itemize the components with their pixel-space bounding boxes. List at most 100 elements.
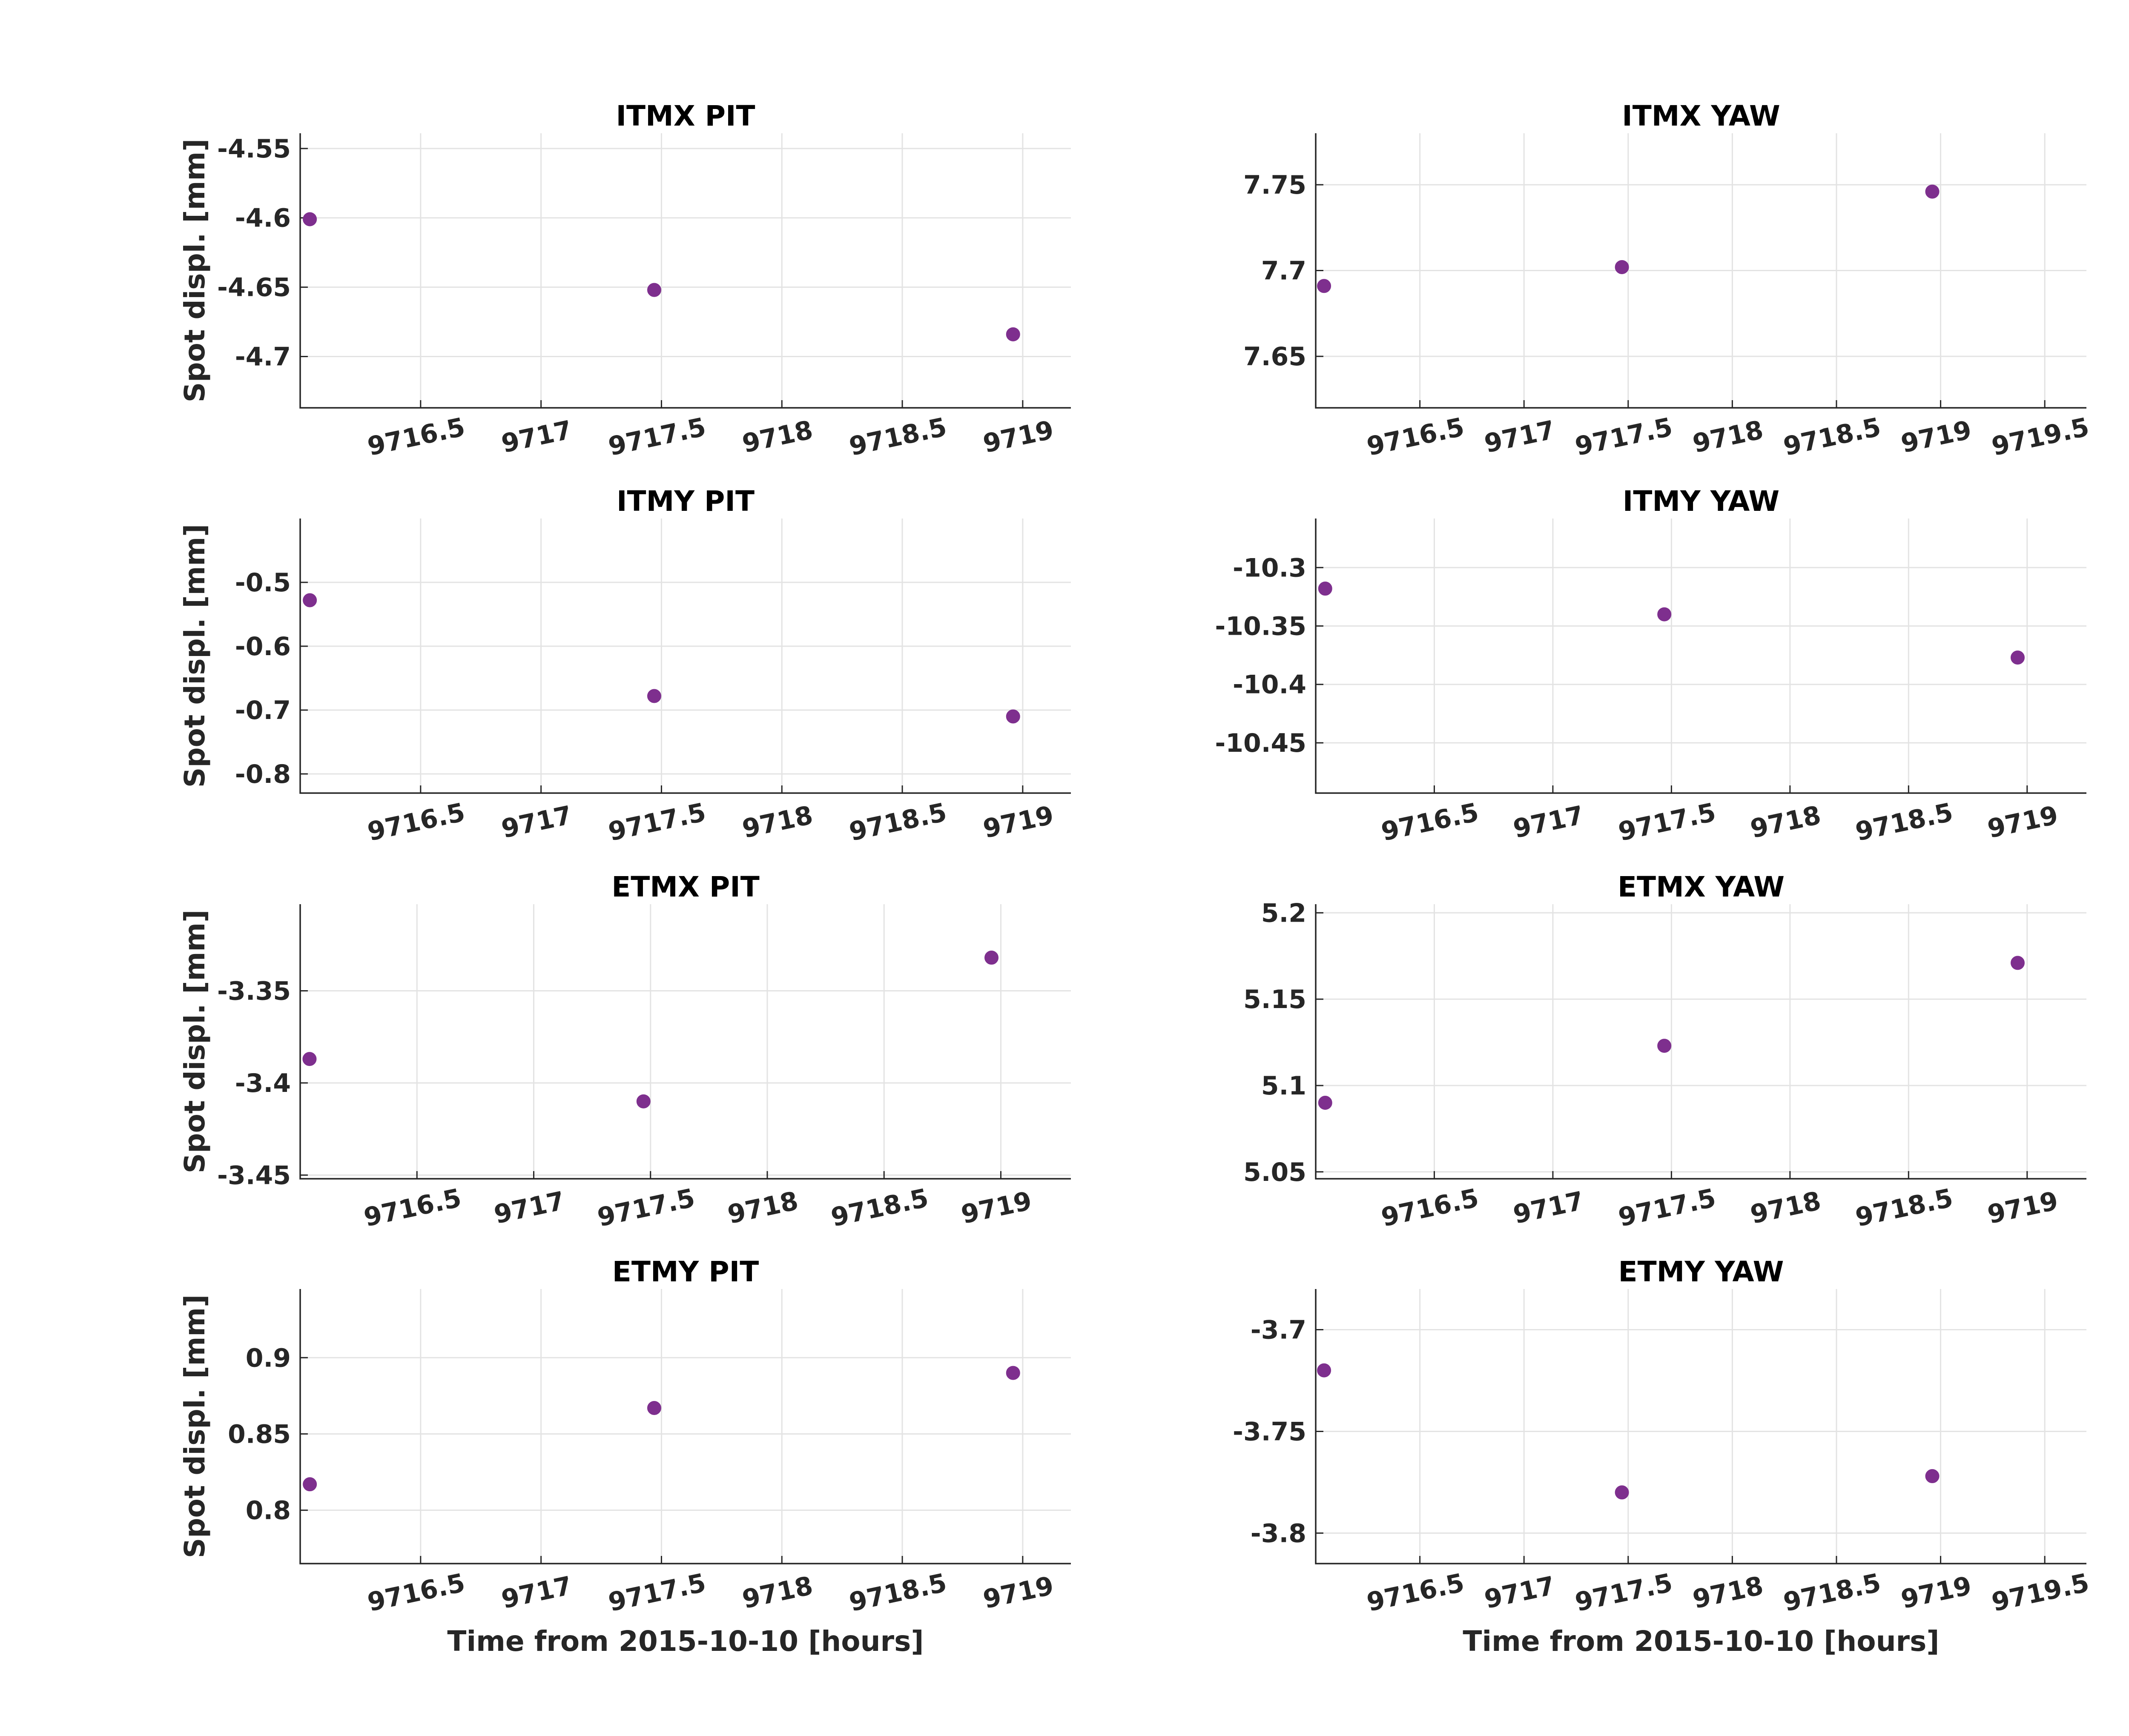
x-tick-label: 9718 <box>740 800 815 844</box>
subplot-title: ETMY YAW <box>1618 1255 1784 1288</box>
subplot-1: 9716.5 9717 9717.5 9718 9718.5 9719 -4.55 -4.6 -… <box>178 100 1071 462</box>
data-point <box>984 951 999 965</box>
x-tick-label: 9718 <box>1748 1186 1824 1230</box>
data-point <box>1615 1485 1629 1500</box>
x-tick-label: 9717 <box>499 800 575 844</box>
x-tick-label: 9717.5 <box>606 1568 709 1618</box>
x-tick-label: 9716.5 <box>1379 797 1481 847</box>
y-tick-label: 7.75 <box>1243 170 1306 200</box>
y-tick-label: -4.55 <box>217 134 291 164</box>
x-tick-label: 9716.5 <box>365 412 468 462</box>
x-tick-label: 9718.5 <box>1853 797 1956 847</box>
subplot-2: 9716.5 9717 9717.5 9718 9718.5 9719 9719.5 7.75… <box>1243 100 2092 462</box>
x-tick-label: 9716.5 <box>1379 1183 1481 1233</box>
x-tick-label: 9718.5 <box>846 797 949 847</box>
axes-frame <box>1315 133 2086 409</box>
y-tick-label: -3.75 <box>1233 1417 1306 1447</box>
y-tick-label: -10.3 <box>1233 553 1306 583</box>
data-point <box>647 1401 661 1415</box>
data-point <box>1615 260 1629 274</box>
y-tick-label: -0.6 <box>235 632 291 662</box>
y-axis-label: Spot displ. [mm] <box>178 524 211 788</box>
x-tick-label: 9719.5 <box>1989 1568 2092 1618</box>
data-point <box>647 689 661 703</box>
x-tick-label: 9717.5 <box>606 797 709 847</box>
x-tick-label: 9717.5 <box>1572 1568 1675 1618</box>
x-tick-label: 9717.5 <box>1572 412 1675 462</box>
y-tick-label: -10.35 <box>1215 612 1306 642</box>
data-point <box>1317 279 1331 293</box>
y-tick-label: 0.9 <box>246 1343 291 1373</box>
x-tick-label: 9718 <box>725 1186 801 1230</box>
x-tick-label: 9717 <box>491 1186 567 1230</box>
x-tick-label: 9719 <box>981 415 1056 459</box>
x-tick-label: 9719 <box>981 800 1056 844</box>
y-tick-label: 7.7 <box>1261 256 1306 286</box>
subplot-8: 9716.5 9717 9717.5 9718 9718.5 9719 9719.5 -3.7… <box>1233 1255 2092 1658</box>
x-tick-label: 9717 <box>1511 800 1587 844</box>
x-tick-label: 9718 <box>740 415 815 459</box>
x-tick-label: 9716.5 <box>365 797 468 847</box>
axes-frame <box>299 1289 1071 1564</box>
subplot-title: ITMY YAW <box>1623 485 1779 518</box>
x-tick-label: 9717 <box>499 1571 575 1615</box>
data-point <box>1318 582 1332 596</box>
subplot-title: ETMX PIT <box>611 871 760 903</box>
data-point <box>1317 1363 1331 1378</box>
y-tick-label: -0.5 <box>235 568 291 598</box>
x-tick-label: 9718.5 <box>846 1568 949 1618</box>
subplot-title: ITMY PIT <box>617 485 755 518</box>
x-tick-label: 9716.5 <box>365 1568 468 1618</box>
x-tick-label: 9718.5 <box>1853 1183 1956 1233</box>
x-tick-label: 9716.5 <box>362 1183 464 1233</box>
subplot-7: 9716.5 9717 9717.5 9718 9718.5 9719 0.9 0.85 0.8… <box>178 1255 1071 1658</box>
x-tick-label: 9716.5 <box>1364 412 1467 462</box>
y-axis-label: Spot displ. [mm] <box>178 910 211 1174</box>
y-tick-label: 5.15 <box>1243 985 1306 1014</box>
y-tick-label: 5.05 <box>1243 1157 1306 1187</box>
x-tick-label: 9717 <box>499 415 575 459</box>
x-tick-label: 9719 <box>1985 1186 2061 1230</box>
x-tick-label: 9719 <box>1985 800 2061 844</box>
y-tick-label: -10.4 <box>1233 670 1306 700</box>
y-tick-label: -3.4 <box>235 1069 291 1098</box>
x-tick-label: 9717.5 <box>595 1183 697 1233</box>
x-tick-label: 9718 <box>740 1571 815 1615</box>
data-point <box>302 1052 317 1066</box>
axes-frame <box>1315 904 2086 1180</box>
axes-frame <box>1315 1289 2086 1564</box>
x-axis-label: Time from 2015-10-10 [hours] <box>1463 1625 1939 1658</box>
y-tick-label: -0.8 <box>235 759 291 789</box>
subplot-title: ETMY PIT <box>612 1255 759 1288</box>
x-tick-label: 9718.5 <box>846 412 949 462</box>
axes-frame <box>1315 519 2086 794</box>
y-tick-label: 0.8 <box>246 1496 291 1526</box>
x-tick-label: 9719 <box>981 1571 1056 1615</box>
data-point <box>1657 607 1672 622</box>
data-point <box>647 283 661 297</box>
x-tick-label: 9717.5 <box>1616 1183 1719 1233</box>
y-tick-label: 5.1 <box>1261 1071 1306 1101</box>
data-point <box>636 1094 651 1109</box>
data-point <box>303 1477 317 1492</box>
y-tick-label: -3.45 <box>217 1160 291 1190</box>
y-tick-label: -3.35 <box>217 976 291 1006</box>
x-tick-label: 9718 <box>1748 800 1824 844</box>
x-tick-label: 9718 <box>1690 1571 1766 1615</box>
y-tick-label: -4.7 <box>235 342 291 372</box>
x-tick-label: 9717.5 <box>1616 797 1719 847</box>
axes-frame <box>299 133 1071 409</box>
axes-frame <box>299 904 1071 1180</box>
y-tick-label: -3.7 <box>1251 1315 1306 1345</box>
data-point <box>303 212 317 226</box>
data-point <box>1657 1039 1672 1053</box>
data-point <box>1925 1469 1940 1484</box>
y-tick-label: -10.45 <box>1215 728 1306 758</box>
axes-frame <box>299 519 1071 794</box>
x-tick-label: 9717.5 <box>606 412 709 462</box>
x-tick-label: 9717 <box>1482 415 1558 459</box>
x-tick-label: 9718.5 <box>1781 1568 1883 1618</box>
data-point <box>1925 184 1940 199</box>
subplot-title: ETMX YAW <box>1618 871 1785 903</box>
